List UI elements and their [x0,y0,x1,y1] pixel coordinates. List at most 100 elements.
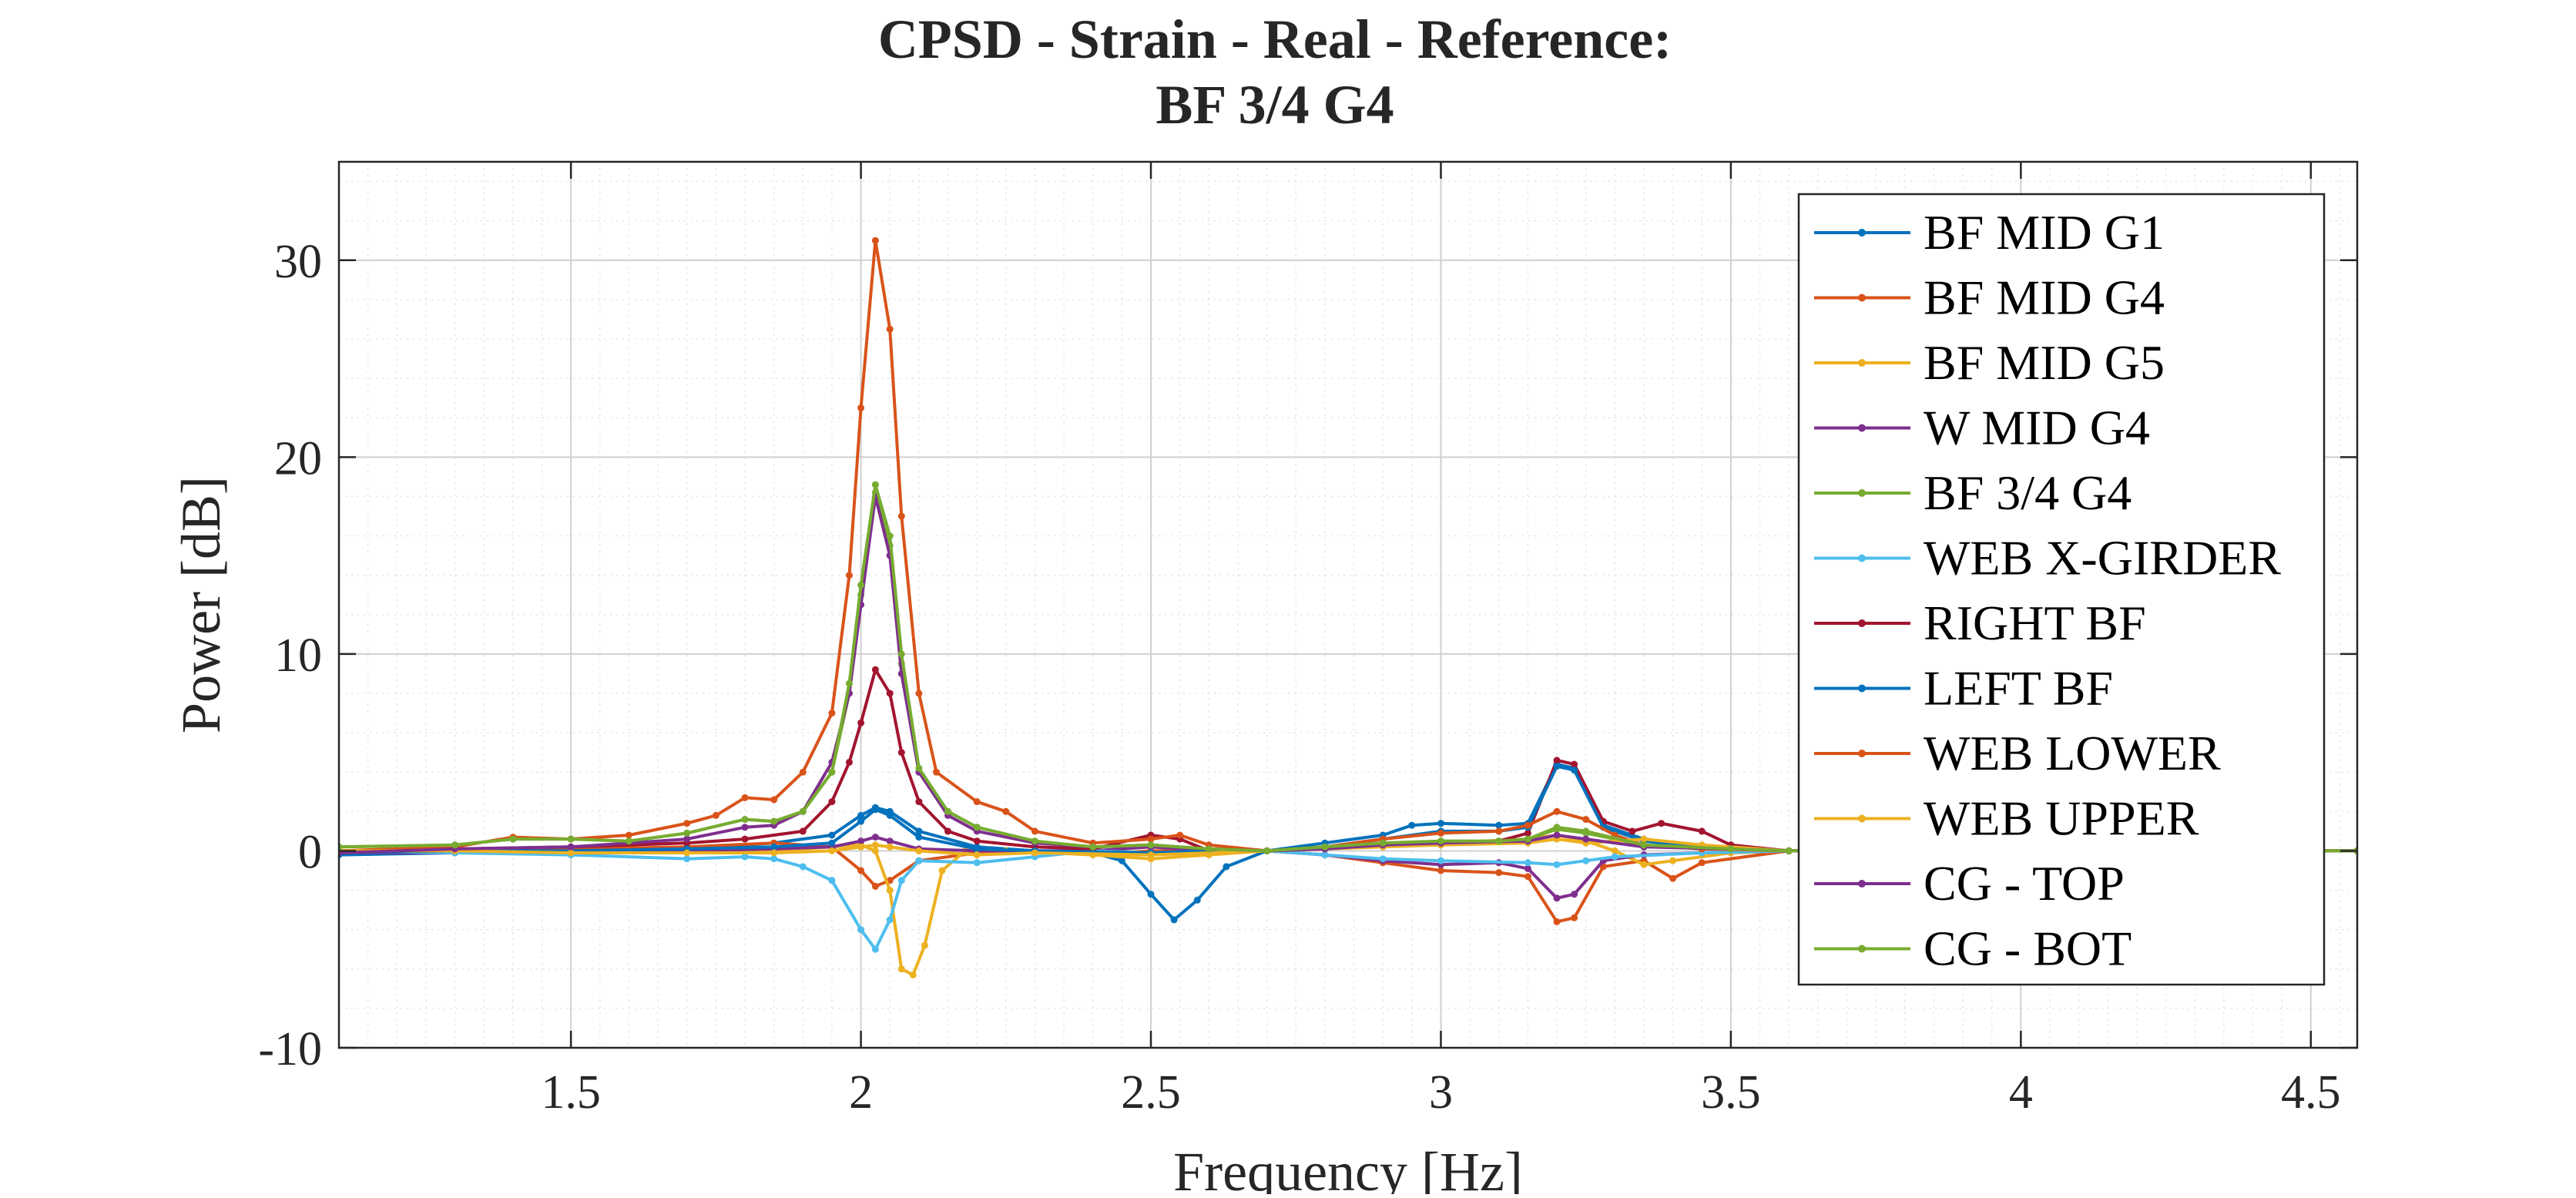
data-point [1147,891,1155,898]
data-point [1437,857,1444,864]
x-tick-label: 4.5 [2281,1066,2341,1119]
series-line [339,763,2357,921]
legend-marker [1858,945,1866,953]
data-point [1582,835,1590,843]
data-point [1553,763,1561,770]
data-point [1524,829,1531,837]
legend-label: WEB X-GIRDER [1924,531,2281,586]
legend-label: BF 3/4 G4 [1924,465,2132,520]
data-point [909,971,917,978]
data-point [857,837,865,845]
data-point [1553,757,1561,764]
data-point [683,849,691,857]
data-point [1785,847,1793,854]
data-point [1379,839,1387,847]
y-tick-label: -10 [258,1023,322,1076]
legend-box [1797,193,2326,986]
data-point [1147,851,1155,859]
data-point [1176,831,1184,839]
data-point [799,807,807,815]
data-point [1571,914,1578,921]
data-point [944,827,951,835]
data-point [683,829,691,837]
data-point [1698,827,1706,835]
data-point [828,710,836,717]
legend-marker [1858,880,1866,888]
data-point [770,855,778,863]
legend-item: BF MID G4 [1814,270,2165,325]
data-point [886,843,894,851]
data-point [1205,845,1213,853]
legend: BF MID G1 BF MID G4 BF MID G5 W MID G4 BF 3/… [1797,193,2326,986]
data-point [915,834,923,841]
data-point [886,916,894,924]
legend-marker [1858,424,1866,432]
legend-marker [1858,684,1866,693]
data-point [828,798,836,806]
data-point [1524,864,1531,872]
data-point [567,835,575,843]
data-point [915,847,923,854]
legend-marker [1858,814,1866,823]
data-point [770,796,778,804]
legend-label: BF MID G4 [1924,270,2165,325]
data-point [897,650,905,658]
legend-label: BF MID G5 [1924,335,2165,390]
data-point [1582,816,1590,824]
data-point [1193,896,1201,904]
data-point [871,882,879,890]
data-point [1582,827,1590,835]
data-point [741,835,749,843]
data-point [846,680,853,687]
chart-title-line1: CPSD - Strain - Real - Reference: [878,8,1672,70]
data-point [1437,829,1444,837]
data-point [1553,894,1561,902]
y-tick-label: 20 [274,432,322,485]
data-point [625,837,632,845]
data-point [973,824,981,831]
data-point [915,690,923,697]
chart-title-line2: BF 3/4 G4 [1156,74,1394,136]
data-point [509,835,517,843]
data-point [897,877,905,884]
data-point [1031,849,1038,857]
data-point [871,666,879,673]
data-point [857,817,865,825]
data-point [857,867,865,874]
data-point [973,845,981,853]
legend-marker [1858,554,1866,562]
data-point [1223,863,1230,871]
data-point [741,794,749,801]
ticks: 1.5 2 2.5 3 3.5 4 4.5 -10 0 10 20 30 [258,162,2357,1119]
data-point [770,817,778,825]
data-point [915,857,923,864]
data-point [871,237,879,244]
data-point [1571,767,1578,774]
legend-item: WEB LOWER [1814,726,2221,780]
data-point [1437,820,1444,827]
data-point [1727,845,1735,853]
data-point [921,941,928,949]
y-axis-label: Power [dB] [170,476,232,733]
data-point [770,849,778,857]
data-point [1118,857,1125,864]
data-point [973,837,981,845]
data-point [683,835,691,843]
data-point [567,849,575,857]
data-point [857,811,865,819]
data-point [1640,835,1648,843]
data-point [1524,821,1531,829]
legend-marker [1858,229,1866,237]
legend-label: LEFT BF [1924,661,2113,716]
data-point [897,512,905,520]
data-point [857,926,865,934]
data-point [1495,821,1503,829]
data-point [828,839,836,847]
data-point [1553,918,1561,925]
data-point [857,719,865,727]
data-point [857,581,865,589]
data-point [886,532,894,540]
data-point [1089,843,1097,851]
